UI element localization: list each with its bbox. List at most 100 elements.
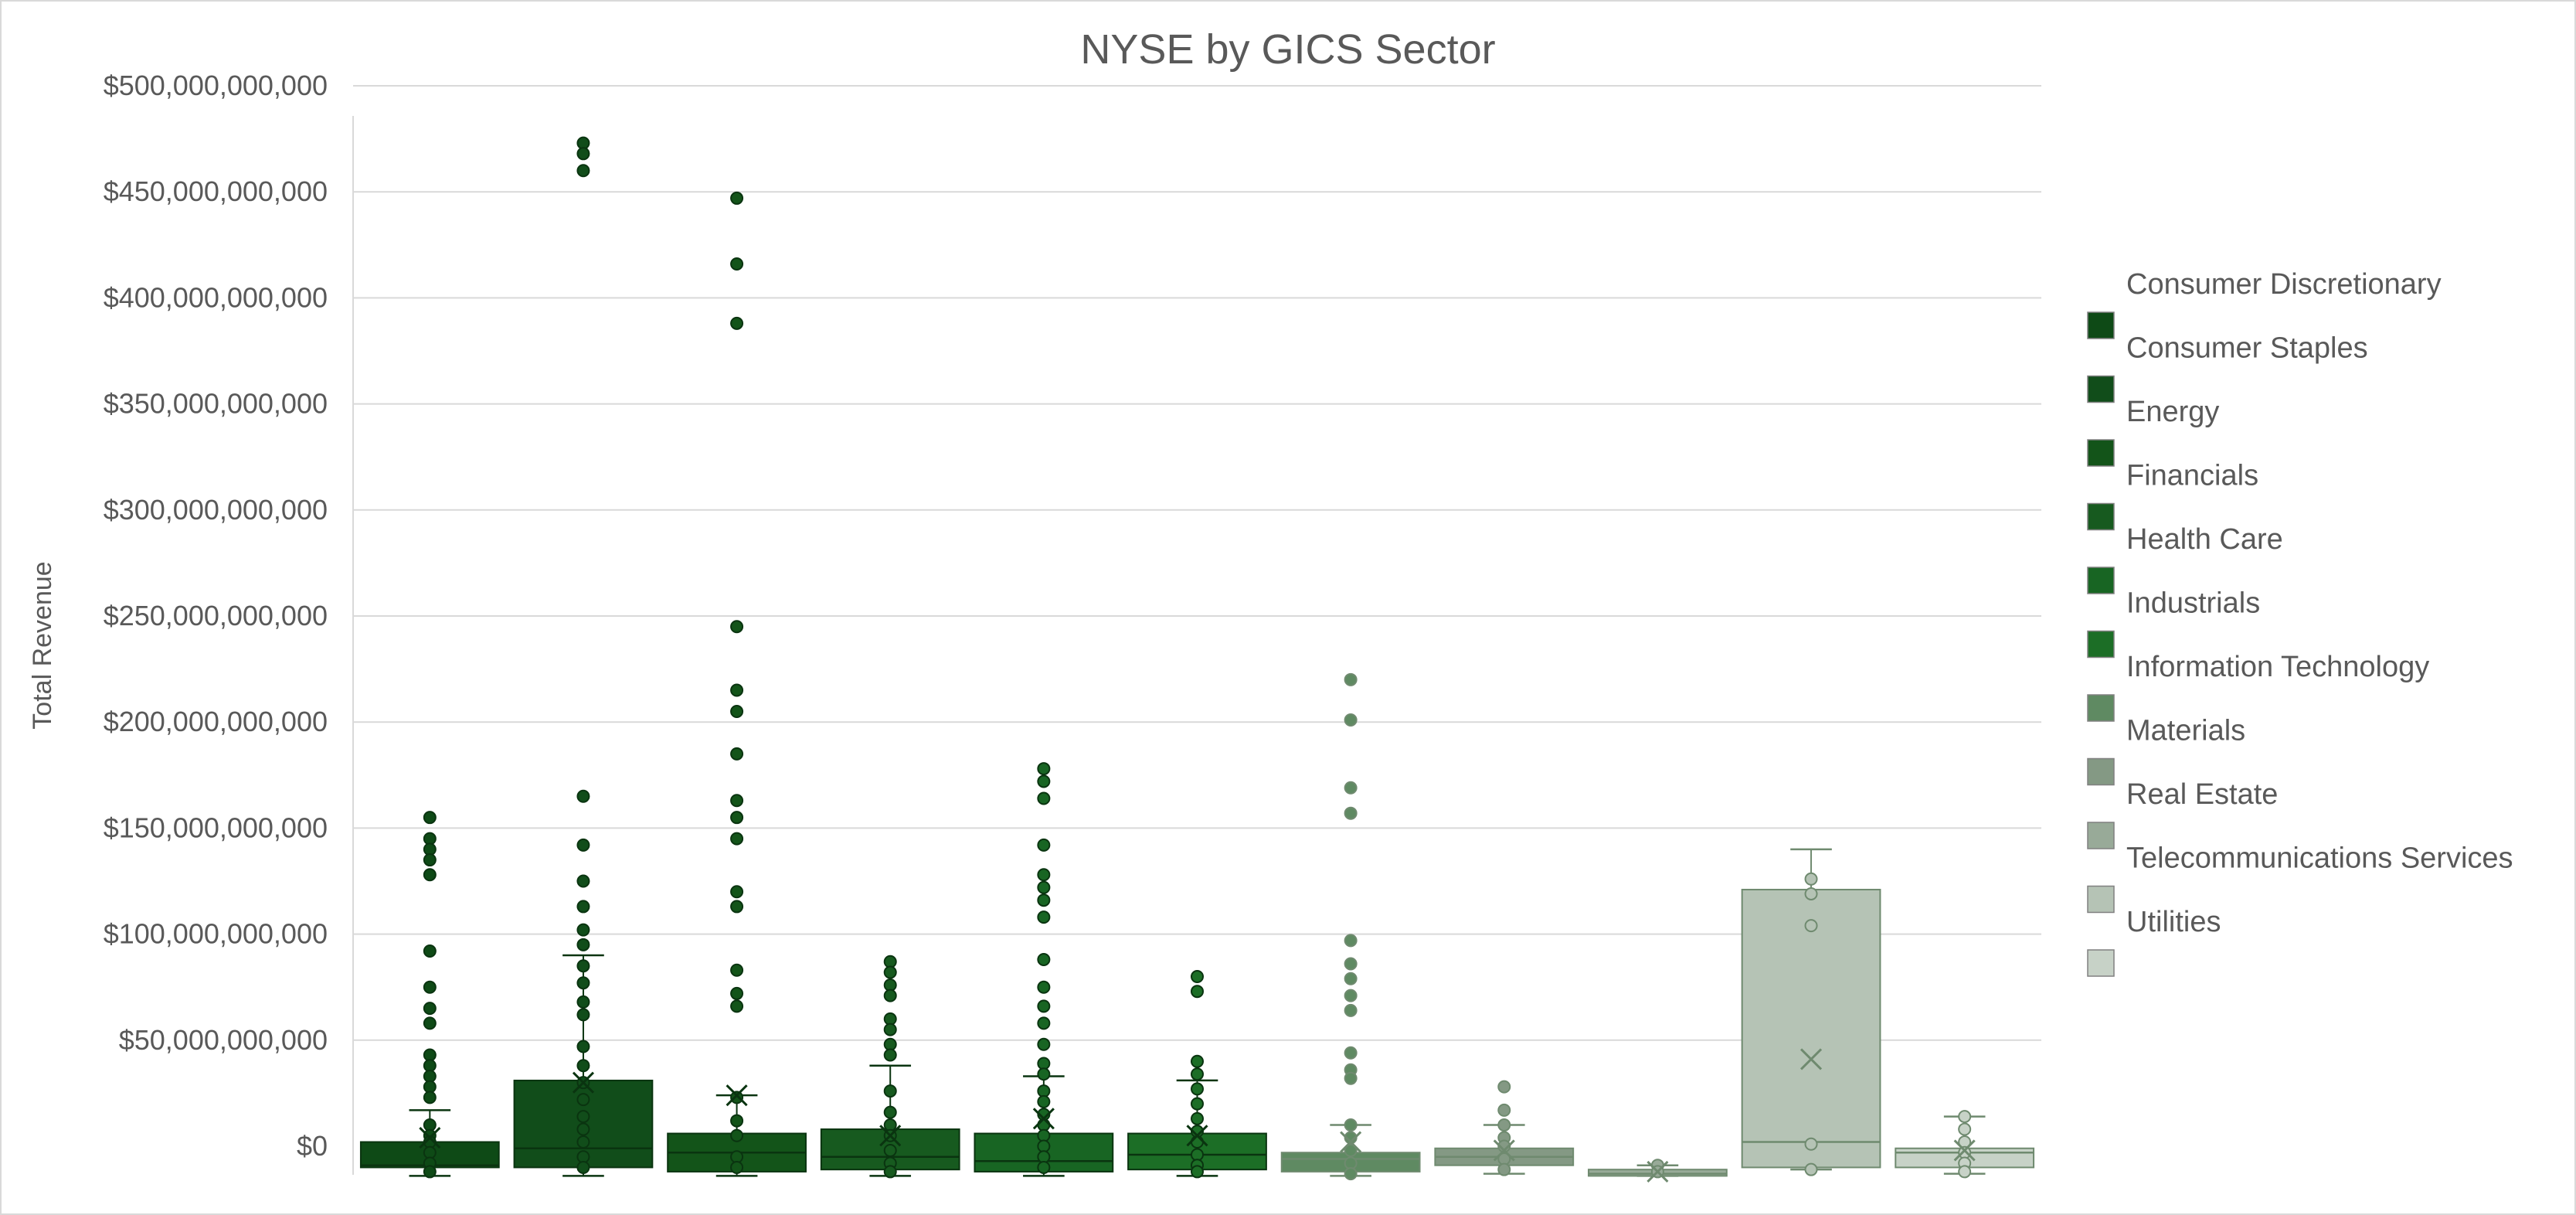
mean-marker [1953,1139,1976,1162]
legend-swatch [2087,757,2115,786]
mean-marker [726,1084,748,1107]
outlier-point [576,838,590,852]
outlier-point [1344,957,1358,971]
outlier-point [1344,781,1358,795]
outlier-point [1344,1046,1358,1060]
y-tick-label: $300,000,000,000 [104,494,328,526]
outlier-point [1037,880,1051,894]
outlier-point [1037,791,1051,805]
y-axis-ticks: $0 $50,000,000,000 $100,000,000,000 $150,00… [104,70,328,1162]
outlier-point [883,1048,897,1062]
legend-swatch [2087,630,2115,659]
y-tick-label: $450,000,000,000 [104,175,328,207]
mean-marker [572,1071,595,1094]
outlier-point [423,1016,437,1030]
outlier-point [730,900,744,914]
legend-label: Industrials [2126,587,2260,620]
outlier-point [730,1114,744,1128]
y-tick-label: $0 [297,1130,328,1162]
outlier-point [576,1059,590,1073]
outlier-point [423,853,437,867]
outlier-point [1037,910,1051,924]
mean-marker [419,1126,441,1149]
outlier-point [576,938,590,951]
outlier-point [1804,887,1818,900]
outlier-point [730,620,744,634]
outlier-point [576,959,590,973]
y-tick-label: $200,000,000,000 [104,706,328,737]
outlier-point [576,923,590,937]
outlier-point [1344,1143,1358,1157]
legend-swatch [2087,375,2115,403]
outlier-point [576,164,590,178]
legend-swatch [2087,885,2115,914]
box-group [513,136,654,1177]
outlier-point [730,963,744,977]
outlier-point [1497,1103,1511,1117]
outlier-point [1037,838,1051,852]
outlier-point [730,811,744,825]
outlier-point [1037,999,1051,1013]
box-group [1895,1110,2035,1179]
outlier-point [730,704,744,718]
mean-marker [1493,1139,1515,1162]
outlier-point [1344,1071,1358,1085]
outlier-point [576,147,590,161]
y-tick-label: $500,000,000,000 [104,70,328,101]
outlier-point [576,1122,590,1136]
outlier-point [576,995,590,1009]
box-group [974,762,1114,1177]
y-tick-label: $350,000,000,000 [104,388,328,420]
outlier-point [423,868,437,882]
outlier-point [883,1165,897,1179]
outlier-point [1191,1054,1204,1068]
legend-swatch [2087,439,2115,467]
outlier-point [1344,934,1358,948]
outlier-point [1037,868,1051,882]
outlier-point [730,191,744,205]
gridlines [352,85,2041,1175]
legend-swatch [2087,311,2115,339]
box-group [1588,1159,1728,1183]
outlier-point [1958,1122,1972,1136]
y-tick-label: $250,000,000,000 [104,600,328,631]
outlier-point [1037,980,1051,994]
outlier-point [576,1110,590,1124]
legend-label: Telecommunications Services [2126,842,2513,875]
outlier-point [1344,972,1358,985]
outlier-point [730,1128,744,1142]
box-group [820,955,960,1179]
outlier-point [423,980,437,994]
box-series [359,136,2035,1183]
outlier-point [730,316,744,330]
outlier-point [730,747,744,761]
outlier-point [1191,985,1204,999]
outlier-point [1191,1135,1204,1149]
outlier-point [1037,893,1051,907]
outlier-point [1037,1016,1051,1030]
outlier-point [576,1135,590,1149]
outlier-point [883,1105,897,1119]
y-tick-label: $150,000,000,000 [104,812,328,843]
y-tick-label: $50,000,000,000 [119,1024,328,1056]
outlier-point [1191,1111,1204,1125]
outlier-point [1344,989,1358,1002]
outlier-point [576,1093,590,1107]
outlier-point [883,989,897,1002]
y-axis-title: Total Revenue [28,561,57,729]
outlier-point [423,944,437,958]
box-group [359,811,500,1179]
legend-swatch [2087,949,2115,977]
outlier-point [883,1143,897,1157]
outlier-point [1037,762,1051,776]
y-tick-label: $100,000,000,000 [104,918,328,950]
outlier-point [1804,1137,1818,1151]
outlier-point [1037,1037,1051,1051]
outlier-point [1037,1067,1051,1081]
outlier-point [1037,1160,1051,1174]
outlier-point [576,976,590,990]
outlier-point [730,986,744,1000]
outlier-point [1804,919,1818,933]
legend-swatch [2087,822,2115,849]
